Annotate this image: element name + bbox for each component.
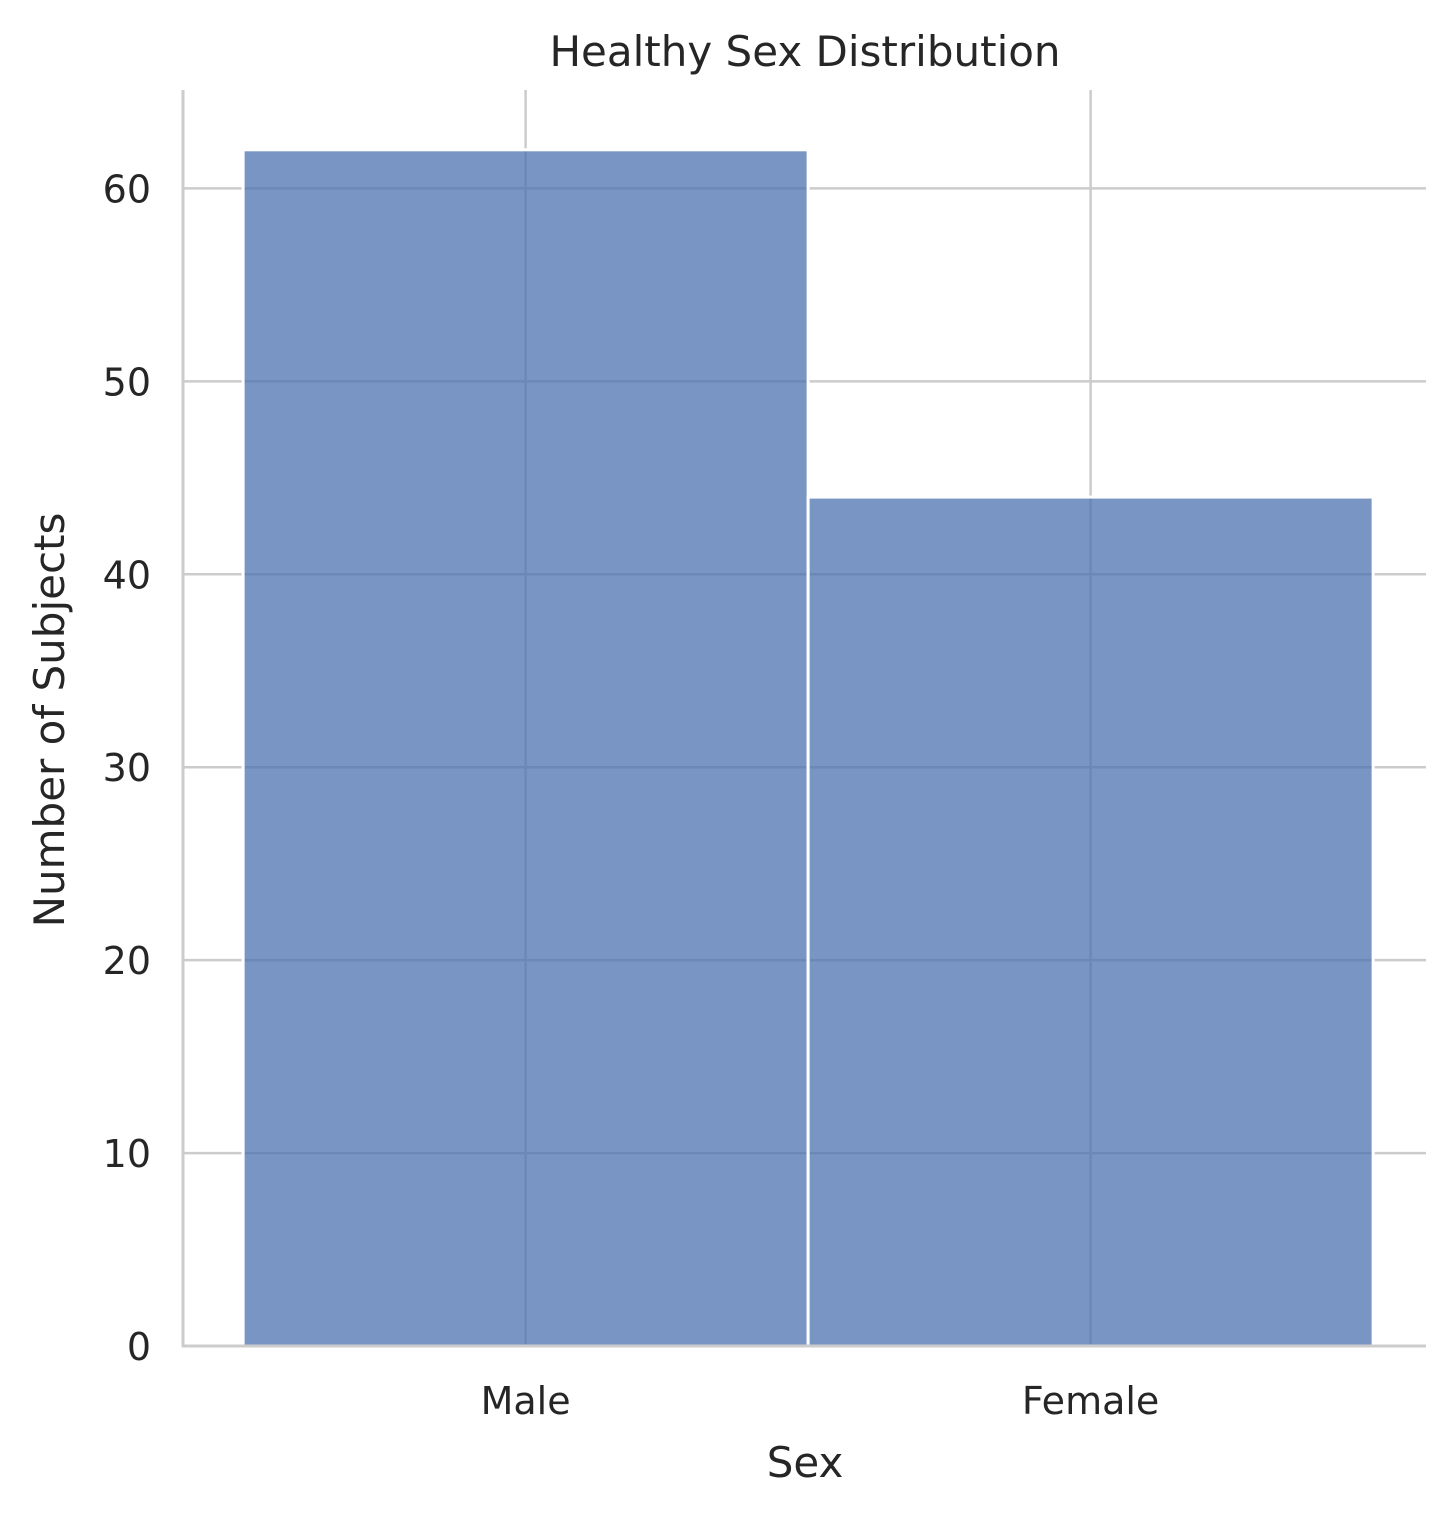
x-tick-label: Male xyxy=(481,1379,571,1423)
y-axis-label: Number of Subjects xyxy=(25,513,74,928)
y-tick-label: 30 xyxy=(103,746,151,790)
x-tick-label: Female xyxy=(1022,1379,1159,1423)
x-axis-label: Sex xyxy=(767,1438,844,1487)
y-tick-label: 50 xyxy=(103,360,151,404)
x-axis-ticks: Male Female xyxy=(481,1379,1160,1423)
axis-spines xyxy=(181,90,1426,1348)
y-tick-label: 60 xyxy=(103,167,151,211)
y-tick-label: 40 xyxy=(103,553,151,597)
chart-title: Healthy Sex Distribution xyxy=(549,27,1060,76)
y-tick-label: 0 xyxy=(127,1325,151,1369)
bar-female xyxy=(806,495,1375,1348)
bars xyxy=(241,148,1375,1348)
y-tick-label: 10 xyxy=(103,1132,151,1176)
y-axis-ticks: 0 10 20 30 40 50 60 xyxy=(103,167,151,1369)
bar-male xyxy=(241,148,810,1348)
y-tick-label: 20 xyxy=(103,939,151,983)
